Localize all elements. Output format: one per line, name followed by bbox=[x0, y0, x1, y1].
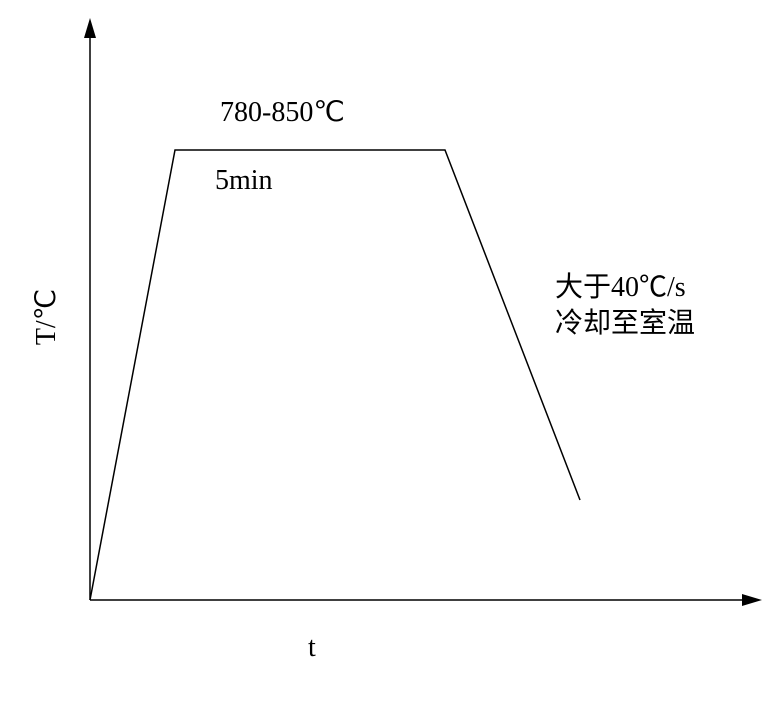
cooling-rate-text: 大于40℃/s bbox=[555, 270, 695, 306]
cooling-rate-label: 大于40℃/s 冷却至室温 bbox=[555, 270, 695, 343]
hold-duration-text: 5min bbox=[215, 165, 273, 196]
temperature-range-label: 780-850℃ bbox=[220, 95, 345, 129]
y-axis-label-text: T/℃ bbox=[31, 289, 62, 345]
cooling-target-text: 冷却至室温 bbox=[555, 306, 695, 342]
chart-svg bbox=[0, 0, 779, 710]
x-axis-label-text: t bbox=[308, 632, 316, 663]
heat-treatment-chart: T/℃ t 780-850℃ 5min 大于40℃/s 冷却至室温 bbox=[0, 0, 779, 710]
y-axis-arrow bbox=[84, 18, 96, 38]
x-axis-label: t bbox=[308, 632, 316, 664]
process-curve bbox=[90, 150, 580, 600]
x-axis-arrow bbox=[742, 594, 762, 606]
hold-duration-label: 5min bbox=[215, 165, 273, 197]
y-axis-label: T/℃ bbox=[29, 287, 63, 347]
temperature-range-text: 780-850℃ bbox=[220, 97, 345, 128]
